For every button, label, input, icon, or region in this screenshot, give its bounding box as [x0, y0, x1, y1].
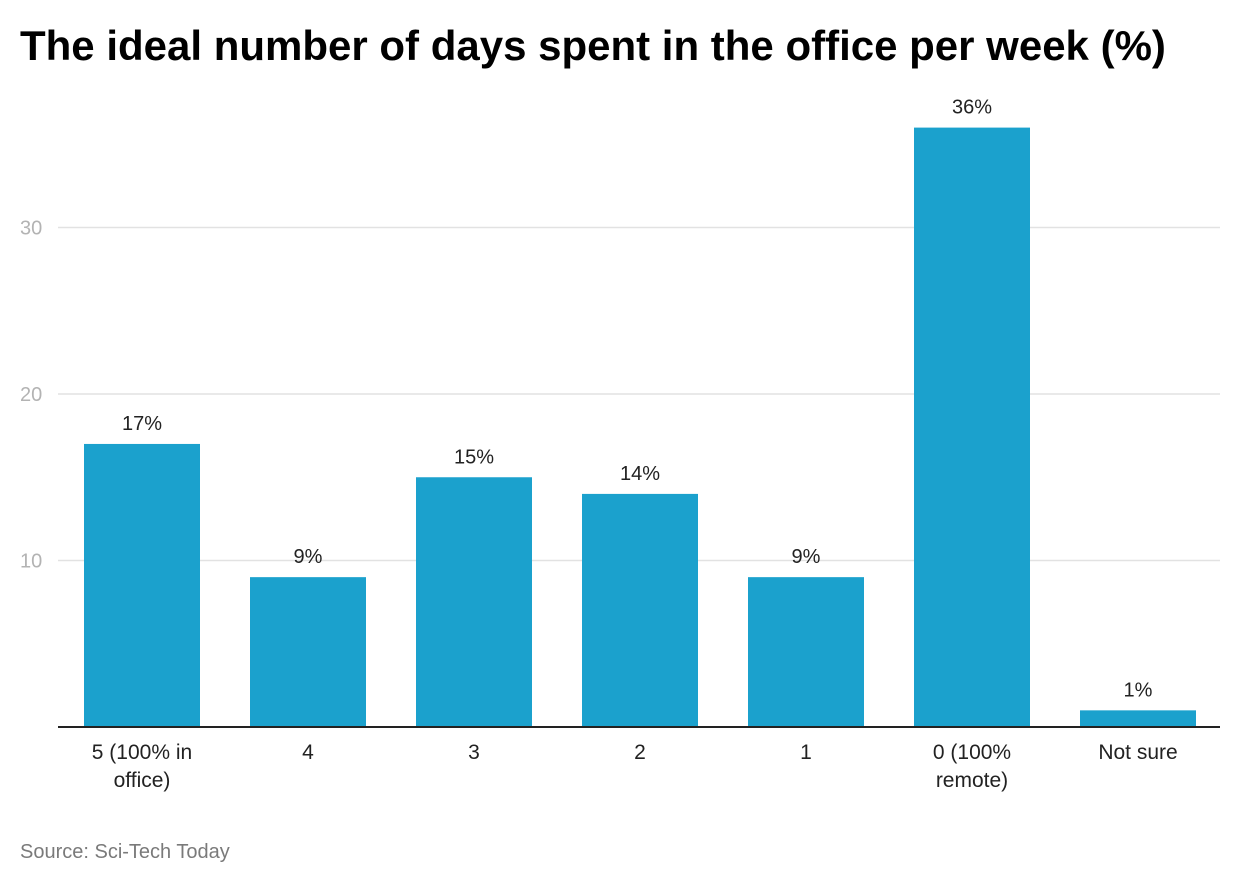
y-tick-label: 10 [20, 551, 42, 573]
x-tick-label: 1 [800, 741, 812, 764]
data-label: 36% [952, 97, 992, 119]
data-label: 1% [1124, 679, 1153, 701]
x-tick-label: 0 (100% remote) [933, 741, 1011, 792]
x-tick-label-line: 0 (100% [933, 741, 1011, 764]
data-label: 9% [294, 546, 323, 568]
x-tick-label-line: remote) [936, 769, 1008, 792]
data-label: 15% [454, 446, 494, 468]
x-tick-label-line: 3 [468, 741, 480, 764]
x-tick-label-line: Not sure [1098, 741, 1177, 764]
x-tick-label-line: 1 [800, 741, 812, 764]
x-tick-label: 5 (100% in office) [92, 741, 192, 792]
y-tick-label: 20 [20, 384, 42, 406]
bar [416, 477, 532, 727]
x-tick-label: Not sure [1098, 741, 1177, 764]
bar-chart: 10 20 30 17% 5 (100% in office) 9% 4 15% 3 14% 2 9% 1… [20, 97, 1220, 792]
bar [1080, 710, 1196, 727]
bar [582, 493, 698, 727]
bar [250, 577, 366, 727]
bar [84, 443, 200, 727]
x-tick-label-line: 4 [302, 741, 314, 764]
x-tick-label-line: 5 (100% in [92, 741, 192, 764]
x-tick-label: 2 [634, 741, 646, 764]
source-note: Source: Sci-Tech Today [20, 841, 230, 863]
y-tick-label: 30 [20, 218, 42, 240]
chart-title: The ideal number of days spent in the of… [20, 22, 1166, 69]
bar [914, 127, 1030, 728]
bar [748, 577, 864, 727]
x-tick-label: 4 [302, 741, 314, 764]
data-label: 14% [620, 463, 660, 485]
x-tick-label-line: office) [114, 769, 171, 792]
x-tick-label-line: 2 [634, 741, 646, 764]
data-label: 17% [122, 413, 162, 435]
data-label: 9% [792, 546, 821, 568]
x-tick-label: 3 [468, 741, 480, 764]
